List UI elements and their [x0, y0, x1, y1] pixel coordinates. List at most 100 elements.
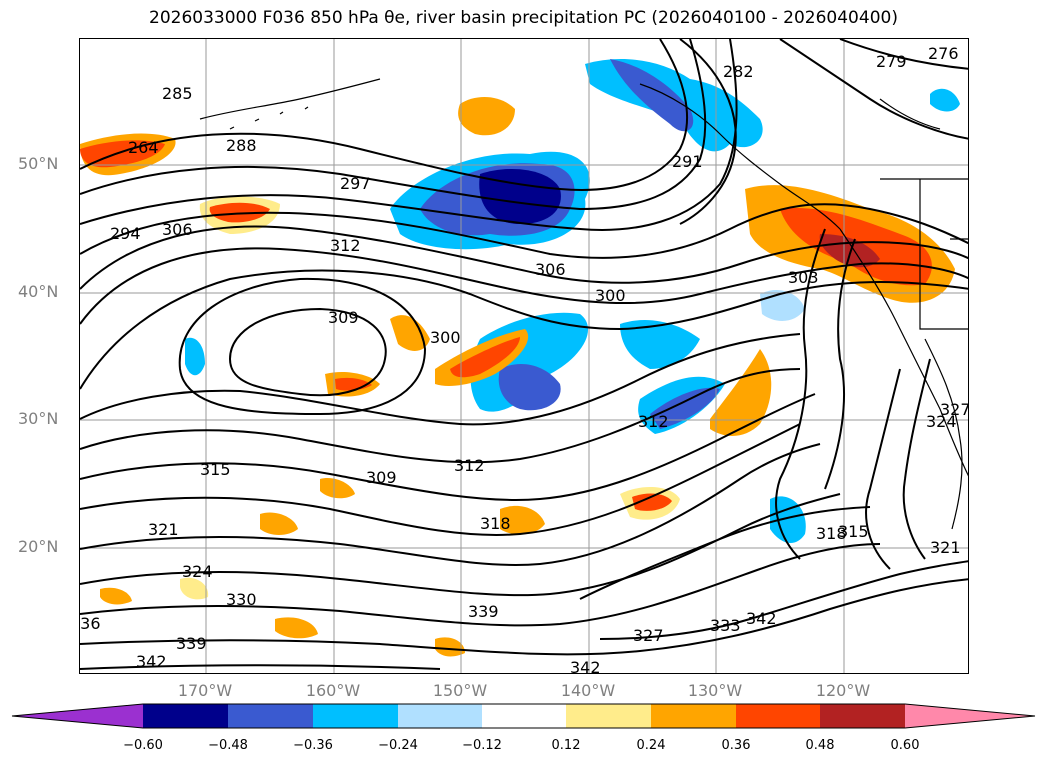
- colorbar-tick: 0.24: [636, 738, 666, 753]
- coastlines: [199, 78, 968, 530]
- colorbar-tick: 0.36: [721, 738, 751, 753]
- colorbar-tick: −0.60: [123, 738, 163, 753]
- precip-neg-region: [760, 289, 805, 321]
- colorbar: [11, 703, 1036, 729]
- contour-labels: 285 288 264 294 306 297 312 306 309 300 …: [80, 44, 969, 674]
- colorbar-tick: 0.12: [551, 738, 581, 753]
- contour-label: 315: [200, 460, 231, 479]
- colorbar-segment: [398, 704, 482, 728]
- contour-label: 324: [182, 562, 213, 581]
- contour-label: 264: [128, 138, 159, 157]
- lon-label-140w: 140°W: [560, 681, 616, 700]
- colorbar-tick: −0.12: [462, 738, 502, 753]
- contour-label: 288: [226, 136, 257, 155]
- colorbar-upper-extension: [905, 704, 1035, 728]
- map-panel[interactable]: 285 288 264 294 306 297 312 306 309 300 …: [79, 38, 969, 674]
- colorbar-segment: [820, 704, 905, 728]
- colorbar-segment: [228, 704, 313, 728]
- contour-label: 309: [366, 468, 397, 487]
- page-title: 2026033000 F036 850 hPa θe, river basin …: [149, 8, 898, 28]
- lat-label-20n: 20°N: [18, 537, 59, 556]
- contour-label: 306: [162, 220, 193, 239]
- precip-neg-region: [498, 364, 561, 411]
- precip-neg-region: [610, 59, 694, 132]
- contour-label: 330: [226, 590, 257, 609]
- precip-pos-region: [390, 315, 430, 351]
- contour-label: 312: [330, 236, 361, 255]
- precip-neg-region: [770, 496, 806, 544]
- lon-label-130w: 130°W: [687, 681, 743, 700]
- precip-shading: [80, 59, 960, 657]
- colorbar-segment: [482, 704, 566, 728]
- precip-pos-region: [450, 337, 520, 378]
- lon-label-160w: 160°W: [305, 681, 361, 700]
- precip-pos-region: [458, 97, 515, 136]
- precip-neg-region: [930, 88, 960, 112]
- colorbar-segment: [566, 704, 651, 728]
- contour-label: 312: [638, 412, 669, 431]
- contour-label: 300: [430, 328, 461, 347]
- colorbar-segment: [143, 704, 228, 728]
- contour-label: 294: [110, 224, 141, 243]
- theta-e-contours: [80, 39, 968, 670]
- contour-label: 279: [876, 52, 907, 71]
- contour-label: 297: [340, 174, 371, 193]
- contour-label: 312: [454, 456, 485, 475]
- precip-pos-region: [320, 478, 355, 499]
- contour-label: 321: [930, 538, 961, 557]
- precip-neg-region: [620, 319, 700, 369]
- contour-label: 282: [723, 62, 754, 81]
- colorbar-tick: 0.60: [890, 738, 920, 753]
- precip-neg-region: [479, 169, 561, 224]
- lon-label-120w: 120°W: [815, 681, 871, 700]
- contour-label: 339: [176, 634, 207, 653]
- colorbar-tick: −0.36: [293, 738, 333, 753]
- contour-label: 309: [328, 308, 359, 327]
- precip-neg-region: [185, 337, 205, 376]
- contour-label: 342: [136, 652, 167, 671]
- contour-label: 327: [633, 626, 664, 645]
- contour-label: 333: [710, 616, 741, 635]
- precip-pos-region: [819, 234, 880, 268]
- contour-label: 315: [838, 522, 869, 541]
- colorbar-segment: [313, 704, 398, 728]
- colorbar-segment: [651, 704, 736, 728]
- contour-label: 318: [480, 514, 511, 533]
- precip-pos-region: [275, 617, 318, 639]
- precip-pos-region: [500, 505, 545, 535]
- contour-label: 327: [940, 400, 969, 419]
- precip-pos-region: [180, 577, 209, 600]
- colorbar-tick: −0.24: [378, 738, 418, 753]
- contour-label: 276: [928, 44, 959, 63]
- lon-label-150w: 150°W: [432, 681, 488, 700]
- precip-pos-region: [260, 512, 298, 535]
- lon-label-170w: 170°W: [177, 681, 233, 700]
- contour-label: 324: [926, 412, 957, 431]
- contour-label: 306: [535, 260, 566, 279]
- colorbar-outline: [11, 703, 1036, 729]
- contour-label: 285: [162, 84, 193, 103]
- precip-pos-region: [80, 140, 165, 168]
- contour-label: 339: [468, 602, 499, 621]
- precip-pos-region: [435, 637, 465, 657]
- contour-label: 291: [672, 152, 703, 171]
- lat-label-50n: 50°N: [18, 154, 59, 173]
- colorbar-lower-extension: [12, 704, 143, 728]
- contour-label: 342: [570, 658, 601, 674]
- precip-pos-region: [632, 493, 672, 511]
- precip-pos-region: [710, 349, 772, 436]
- contour-label: 336: [80, 614, 101, 633]
- precip-pos-region: [100, 587, 132, 605]
- map-canvas: 285 288 264 294 306 297 312 306 309 300 …: [80, 39, 969, 674]
- graticule: [80, 39, 968, 673]
- precip-neg-region: [650, 387, 720, 429]
- colorbar-tick: −0.48: [208, 738, 248, 753]
- colorbar-tick: 0.48: [805, 738, 835, 753]
- contour-label: 303: [788, 268, 819, 287]
- contour-label: 342: [746, 609, 777, 628]
- contour-label: 318: [816, 524, 847, 543]
- colorbar-segment: [736, 704, 820, 728]
- lat-label-40n: 40°N: [18, 282, 59, 301]
- lat-label-30n: 30°N: [18, 409, 59, 428]
- contour-label: 321: [148, 520, 179, 539]
